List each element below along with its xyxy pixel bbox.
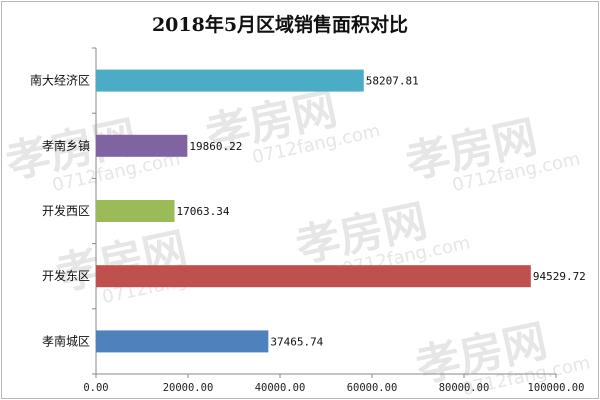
x-tick-label: 80000.00 xyxy=(439,382,490,394)
axes: 0.00 20000.00 40000.00 60000.00 80000.00 1000… xyxy=(83,47,585,394)
bar xyxy=(96,330,269,353)
bar xyxy=(96,69,364,92)
x-tick-label: 40000.00 xyxy=(255,382,306,394)
bar xyxy=(96,200,175,222)
category-label: 开发东区 xyxy=(42,268,90,283)
value-label: 58207.81 xyxy=(366,75,419,88)
value-label: 37465.74 xyxy=(270,335,323,348)
category-label: 孝南城区 xyxy=(42,333,90,348)
value-label: 94529.72 xyxy=(533,270,586,283)
x-tick-label: 20000.00 xyxy=(163,382,214,394)
bars: 南大经济区 58207.81 孝南乡镇 19860.22 开发西区 17063.34 开发东… xyxy=(30,69,586,353)
value-label: 17063.34 xyxy=(176,205,229,218)
category-label: 南大经济区 xyxy=(30,73,90,88)
bar xyxy=(96,134,188,157)
x-tick-label: 100000.00 xyxy=(528,382,585,394)
value-label: 19860.22 xyxy=(189,140,242,153)
category-label: 开发西区 xyxy=(42,203,90,218)
category-label: 孝南乡镇 xyxy=(42,138,90,153)
bar xyxy=(96,265,531,288)
x-tick-label: 60000.00 xyxy=(347,382,398,394)
chart-title: 2018年5月区域销售面积对比 xyxy=(151,14,409,36)
x-tick-label: 0.00 xyxy=(83,382,108,394)
